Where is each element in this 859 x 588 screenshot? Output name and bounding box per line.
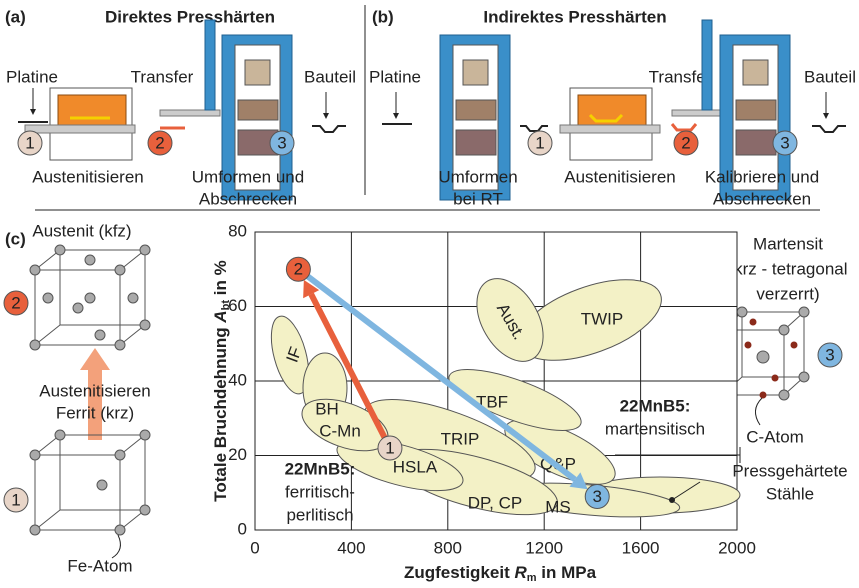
label: (b) bbox=[372, 7, 394, 26]
text: Bauteil bbox=[304, 67, 356, 86]
point-label: 1 bbox=[385, 439, 394, 458]
text: Austenitisieren bbox=[32, 167, 144, 186]
y-tick-label: 0 bbox=[238, 519, 247, 538]
x-tick-label: 400 bbox=[337, 538, 365, 557]
annotation: 22MnB5: bbox=[620, 396, 691, 415]
region-label: HSLA bbox=[393, 457, 438, 476]
marker: 1 bbox=[535, 133, 544, 152]
marker: 2 bbox=[155, 133, 164, 152]
text: Abschrecken bbox=[199, 189, 297, 208]
region-label: TRIP bbox=[441, 429, 480, 448]
text: Martensit bbox=[753, 234, 823, 253]
region-label: TWIP bbox=[581, 309, 624, 328]
text: Kalibrieren und bbox=[705, 167, 819, 186]
label: (c) bbox=[5, 229, 26, 248]
text: Bauteil bbox=[804, 67, 856, 86]
region-label: DP, CP bbox=[468, 493, 523, 512]
label: (a) bbox=[5, 7, 26, 26]
title: Indirektes Presshärten bbox=[483, 7, 666, 26]
x-axis-label: Zugfestigkeit Rm in MPa bbox=[404, 563, 597, 583]
annotation: perlitisch bbox=[286, 505, 353, 524]
annotation: Stähle bbox=[766, 484, 814, 503]
marker: 2 bbox=[11, 293, 20, 312]
marker: 1 bbox=[25, 133, 34, 152]
y-tick-label: 20 bbox=[228, 445, 247, 464]
region-label: MS bbox=[545, 497, 571, 516]
text: Austenit (kfz) bbox=[32, 221, 131, 240]
y-axis-label: Totale Bruchdehnung Abt in % bbox=[211, 260, 231, 501]
annotation: martensitisch bbox=[605, 419, 705, 438]
text: Austenitisieren bbox=[564, 167, 676, 186]
annotation: Pressgehärtete bbox=[732, 461, 847, 480]
annotation: 22MnB5: bbox=[285, 459, 356, 478]
panel-b: (b) Indirektes Presshärten Platine 1 Tra… bbox=[369, 7, 856, 208]
text: Transfer bbox=[131, 67, 194, 86]
text: Ferrit (krz) bbox=[56, 403, 134, 422]
region-label: C-Mn bbox=[319, 421, 361, 440]
panel-a: (a) Direktes Presshärten Platine Transfe… bbox=[5, 7, 356, 208]
title: Direktes Presshärten bbox=[105, 7, 275, 26]
region-label: BH bbox=[315, 399, 339, 418]
text: Platine bbox=[369, 67, 421, 86]
text: Umformen und bbox=[192, 167, 304, 186]
text: C-Atom bbox=[746, 427, 804, 446]
text: verzerrt) bbox=[756, 284, 819, 303]
y-tick-label: 40 bbox=[228, 370, 247, 389]
x-tick-label: 1600 bbox=[622, 538, 660, 557]
text: (krz - tetragonal bbox=[728, 259, 847, 278]
point-label: 3 bbox=[592, 487, 601, 506]
text: Fe-Atom bbox=[67, 556, 132, 575]
x-tick-label: 2000 bbox=[718, 538, 756, 557]
figure: (a) Direktes Presshärten Platine Transfe… bbox=[0, 0, 859, 583]
x-tick-label: 0 bbox=[250, 538, 259, 557]
text: bei RT bbox=[453, 189, 503, 208]
text: Platine bbox=[6, 67, 58, 86]
marker: 3 bbox=[780, 133, 789, 152]
x-tick-label: 800 bbox=[434, 538, 462, 557]
marker: 3 bbox=[825, 345, 834, 364]
marker: 3 bbox=[277, 133, 286, 152]
text: Umformen bbox=[438, 167, 517, 186]
text: Austenitisieren bbox=[39, 381, 151, 400]
y-tick-label: 80 bbox=[228, 221, 247, 240]
x-tick-label: 1200 bbox=[525, 538, 563, 557]
annotation: ferritisch- bbox=[285, 482, 355, 501]
text: Abschrecken bbox=[713, 189, 811, 208]
marker: 2 bbox=[681, 133, 690, 152]
marker: 1 bbox=[11, 490, 20, 509]
point-label: 2 bbox=[294, 260, 303, 279]
